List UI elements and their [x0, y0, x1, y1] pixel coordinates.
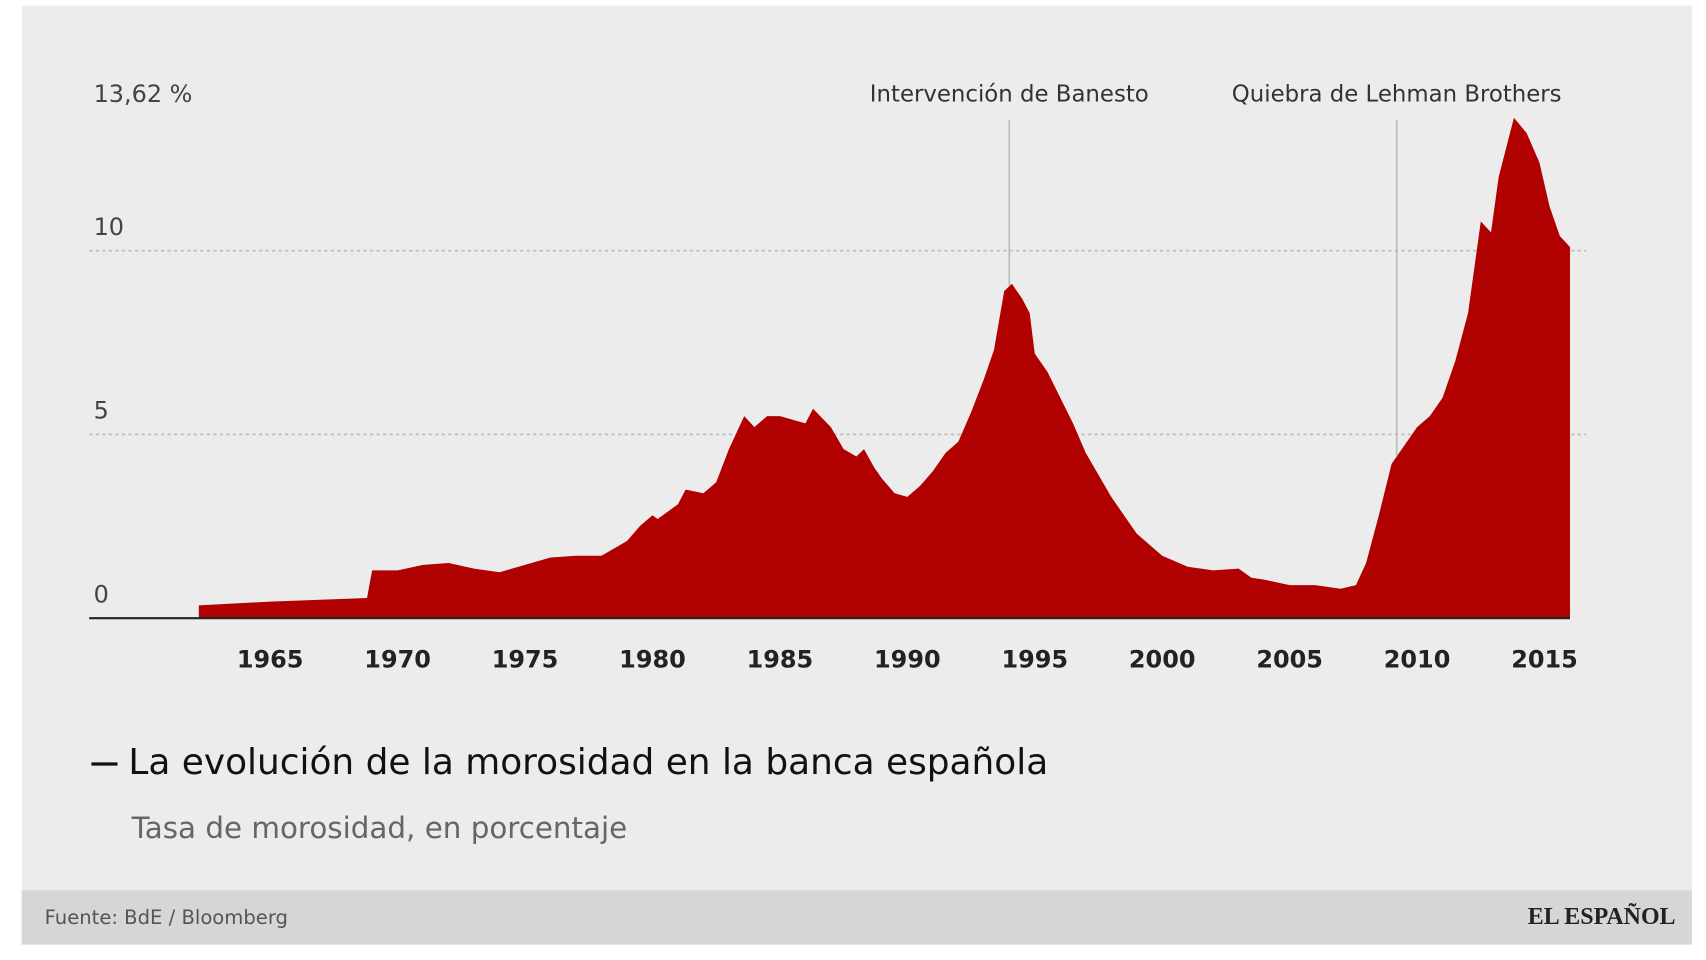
footer — [21, 890, 1692, 945]
y-tick-label: 10 — [94, 213, 124, 241]
x-tick-label: 1975 — [492, 646, 559, 674]
x-tick-label: 1995 — [1001, 646, 1068, 674]
x-tick-label: 1990 — [874, 646, 941, 674]
y-tick-label: 13,62 % — [94, 80, 193, 108]
x-tick-label: 1965 — [237, 646, 304, 674]
x-tick-label: 1970 — [364, 646, 431, 674]
x-tick-label: 2010 — [1384, 646, 1451, 674]
x-tick-label: 2015 — [1511, 646, 1578, 674]
source: Fuente: BdE / Bloomberg — [45, 906, 288, 929]
x-tick-label: 1985 — [747, 646, 814, 674]
x-tick-label: 1980 — [619, 646, 686, 674]
y-tick-label: 0 — [94, 580, 109, 608]
x-tick-label: 2000 — [1129, 646, 1196, 674]
chart-title: La evolución de la morosidad en la banca… — [128, 742, 1048, 783]
y-tick-label: 5 — [94, 397, 109, 425]
brand: EL ESPAÑOL — [1528, 904, 1676, 930]
x-tick-label: 2005 — [1256, 646, 1323, 674]
chart-subtitle: Tasa de morosidad, en porcentaje — [131, 811, 628, 845]
annotation: Intervención de Banesto — [870, 81, 1149, 107]
annotation: Quiebra de Lehman Brothers — [1232, 81, 1562, 107]
area — [198, 117, 1570, 619]
